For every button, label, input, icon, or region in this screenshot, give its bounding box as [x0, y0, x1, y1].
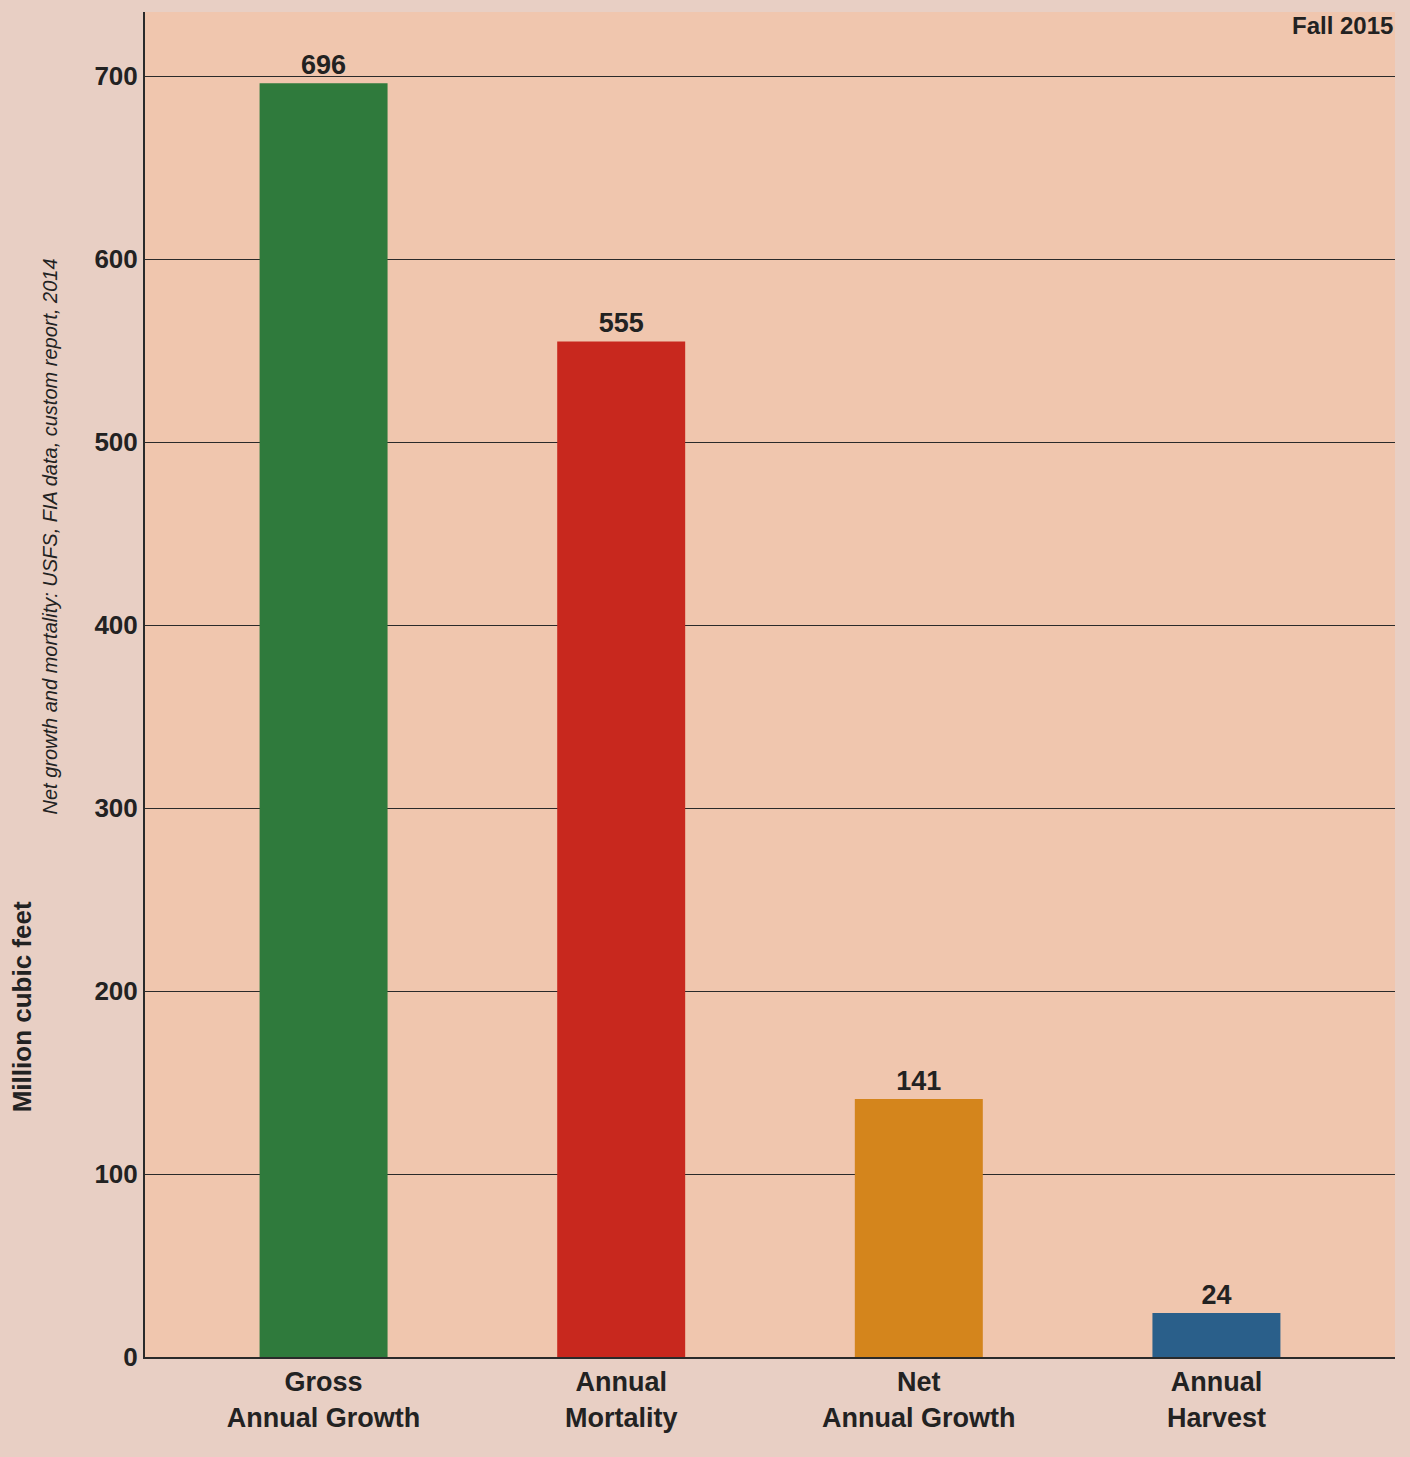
- svg-text:500: 500: [94, 427, 137, 457]
- svg-text:200: 200: [94, 976, 137, 1006]
- svg-text:141: 141: [896, 1066, 941, 1096]
- svg-text:AnnualHarvest: AnnualHarvest: [1167, 1367, 1266, 1432]
- svg-text:700: 700: [94, 61, 137, 91]
- svg-text:Net growth and mortality: USFS: Net growth and mortality: USFS, FIA data…: [39, 258, 61, 814]
- svg-text:AnnualMortality: AnnualMortality: [565, 1367, 678, 1432]
- svg-text:24: 24: [1201, 1280, 1231, 1310]
- svg-text:100: 100: [94, 1159, 137, 1189]
- svg-text:Million cubic feet: Million cubic feet: [7, 901, 37, 1112]
- svg-text:0: 0: [123, 1342, 137, 1372]
- svg-text:300: 300: [94, 793, 137, 823]
- svg-text:555: 555: [599, 308, 644, 338]
- svg-text:696: 696: [301, 50, 346, 80]
- svg-text:NetAnnual Growth: NetAnnual Growth: [822, 1367, 1015, 1432]
- svg-text:600: 600: [94, 244, 137, 274]
- svg-text:Fall 2015: Fall 2015: [1292, 12, 1393, 39]
- svg-text:400: 400: [94, 610, 137, 640]
- svg-text:GrossAnnual Growth: GrossAnnual Growth: [227, 1367, 420, 1432]
